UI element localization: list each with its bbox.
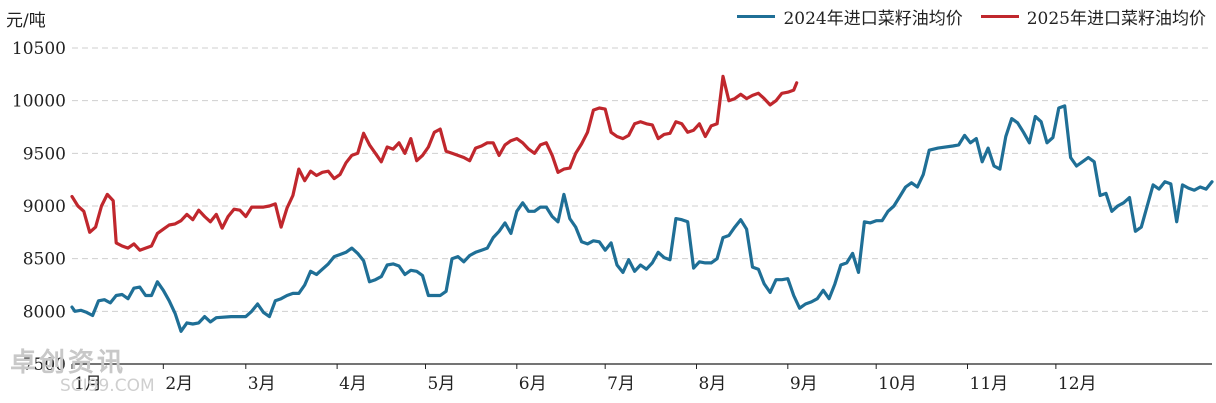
x-tick-label-3: 3月 [248,374,276,394]
x-tick-label-8: 8月 [698,374,726,394]
x-tick-label-10: 10月 [878,374,917,394]
gridlines [72,47,1212,312]
legend-label-2024: 2024年进口菜籽油均价 [783,9,963,29]
legend-swatch-2025 [980,15,1019,18]
series-lines [70,74,1214,333]
legend-item-2025: 2025年进口菜籽油均价 [980,4,1206,29]
x-tick-label-9: 9月 [790,374,818,394]
watermark-sub: SCI99.COM [60,376,155,396]
legend-swatch-2024 [737,15,776,18]
x-tick-label-1: 1月 [74,374,102,394]
x-tick-label-2: 2月 [165,374,193,394]
series-line-2024 [70,104,1214,333]
legend-label-2025: 2025年进口菜籽油均价 [1026,9,1206,29]
x-tick-label-6: 6月 [519,374,547,394]
y-tick-label-8500: 8500 [23,250,66,270]
y-tick-label-8000: 8000 [23,302,66,322]
y-tick-label-10500: 10500 [12,39,66,59]
x-tick-label-11: 11月 [970,374,1009,394]
y-tick-label-7500: 7500 [23,355,66,375]
legend: 2024年进口菜籽油均价 2025年进口菜籽油均价 [737,4,1206,29]
watermark-logo: 卓创资讯 [10,348,127,378]
y-tick-label-10000: 10000 [12,92,66,112]
legend-item-2024: 2024年进口菜籽油均价 [737,4,963,29]
x-tick-label-5: 5月 [427,374,455,394]
x-axis: 1月 2月 3月 4月 5月 6月 7月 8月 9月 10月 11月 12月 [71,363,1212,394]
x-tick-label-12: 12月 [1058,374,1097,394]
series-line-2025 [70,74,799,252]
y-axis-unit-label: 元/吨 [6,11,46,31]
x-tick-label-7: 7月 [607,374,635,394]
y-tick-label-9500: 9500 [23,144,66,164]
y-axis: 7500 8000 8500 9000 9500 10000 10500 [12,39,66,375]
y-tick-label-9000: 9000 [23,197,66,217]
x-tick-label-4: 4月 [339,374,367,394]
